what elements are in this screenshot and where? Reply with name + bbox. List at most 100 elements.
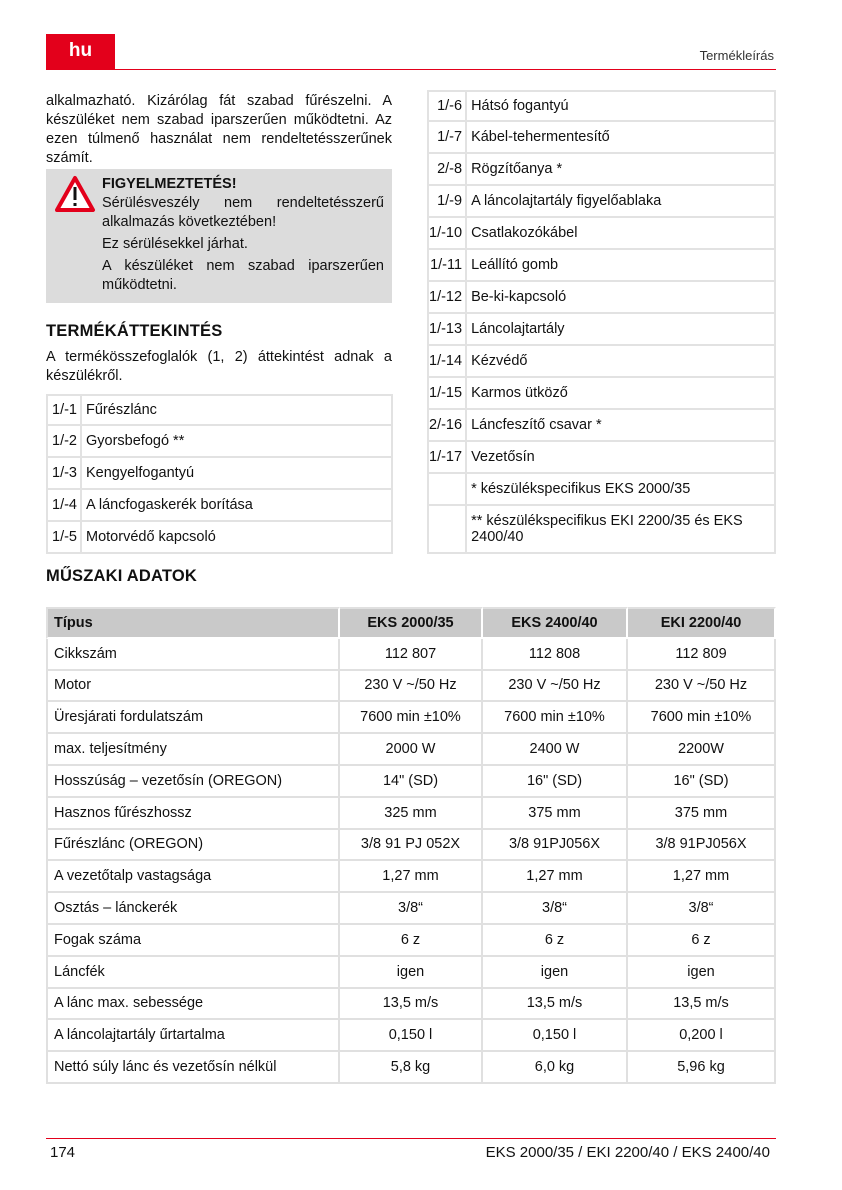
item-number: 1/-6 (427, 90, 468, 122)
item-number: 1/-5 (46, 522, 82, 554)
item-label: A láncfogaskerék borítása (82, 490, 393, 522)
spec-label: max. teljesítmény (46, 734, 340, 766)
spec-value: 6 z (483, 924, 628, 957)
spec-value: 375 mm (483, 797, 628, 830)
list-item: 2/-16 Láncfeszítő csavar * (427, 410, 776, 442)
specs-heading: MŰSZAKI ADATOK (46, 567, 197, 585)
spec-label: Fogak száma (46, 924, 340, 957)
list-item: 1/-13 Láncolajtartály (427, 314, 776, 346)
spec-value: 230 V ~/50 Hz (483, 670, 628, 703)
item-label: Kábel-tehermentesítő (467, 122, 776, 154)
spec-value: 375 mm (628, 797, 776, 830)
spec-value: 13,5 m/s (483, 988, 628, 1021)
item-label: Vezetősín (467, 442, 776, 474)
table-row: A láncolajtartály űrtartalma 0,150 l 0,150… (46, 1020, 776, 1053)
spec-value: 13,5 m/s (340, 988, 483, 1021)
list-item: 1/-15 Karmos ütköző (427, 378, 776, 410)
spec-value: 230 V ~/50 Hz (340, 670, 483, 703)
column-header: EKS 2000/35 (340, 607, 483, 639)
list-item: 1/-14 Kézvédő (427, 346, 776, 378)
spec-label: Hasznos fűrészhossz (46, 797, 340, 830)
list-item: 1/-17 Vezetősín (427, 442, 776, 474)
spec-label: A láncolajtartály űrtartalma (46, 1020, 340, 1053)
warning-box: FIGYELMEZTETÉS! Sérülésveszély nem rende… (46, 169, 392, 303)
list-item: 1/-7 Kábel-tehermentesítő (427, 122, 776, 154)
page-number: 174 (50, 1144, 76, 1161)
spec-value: 3/8“ (628, 893, 776, 925)
spec-value: 1,27 mm (483, 861, 628, 894)
item-number: 1/-17 (427, 442, 468, 474)
item-label: ** készülékspecifikus EKI 2200/35 és EKS… (467, 506, 776, 554)
item-label: Be-ki-kapcsoló (467, 282, 776, 314)
item-number: 1/-7 (427, 122, 468, 154)
spec-value: 112 807 (340, 638, 483, 671)
spec-value: 5,96 kg (628, 1052, 776, 1084)
column-header: EKS 2400/40 (483, 607, 628, 639)
item-label: Láncolajtartály (467, 314, 776, 346)
spec-value: 16" (SD) (628, 765, 776, 798)
item-label: Láncfeszítő csavar * (467, 410, 776, 442)
spec-value: 3/8 91PJ056X (483, 829, 628, 862)
item-number: 1/-4 (46, 490, 82, 522)
item-number: 1/-14 (427, 346, 468, 378)
list-item: 1/-3 Kengyelfogantyú (46, 458, 393, 490)
item-number: 1/-13 (427, 314, 468, 346)
list-item: 1/-6 Hátsó fogantyú (427, 90, 776, 122)
item-label: Karmos ütköző (467, 378, 776, 410)
overview-heading: TERMÉKÁTTEKINTÉS (46, 322, 223, 340)
spec-value: 112 809 (628, 638, 776, 671)
item-label: Kengyelfogantyú (82, 458, 393, 490)
item-label: A láncolajtartály figyelőablaka (467, 186, 776, 218)
spec-value: 3/8 91PJ056X (628, 829, 776, 862)
item-number: 1/-11 (427, 250, 468, 282)
language-badge: hu (46, 34, 115, 70)
list-item: 1/-12 Be-ki-kapcsoló (427, 282, 776, 314)
spec-value: igen (340, 956, 483, 989)
table-row: Fűrészlánc (OREGON) 3/8 91 PJ 052X 3/8 91P… (46, 829, 776, 862)
table-row: Hasznos fűrészhossz 325 mm 375 mm 375 mm (46, 797, 776, 830)
list-item: ** készülékspecifikus EKI 2200/35 és EKS… (427, 506, 776, 554)
spec-label: Üresjárati fordulatszám (46, 702, 340, 735)
spec-value: 16" (SD) (483, 765, 628, 798)
spec-value: 6 z (340, 924, 483, 957)
overview-text: A termékösszefoglalók (1, 2) áttekintést… (46, 349, 392, 384)
item-number: 1/-3 (46, 458, 82, 490)
spec-value: 14" (SD) (340, 765, 483, 798)
list-item: 1/-9 A láncolajtartály figyelőablaka (427, 186, 776, 218)
item-number: 1/-10 (427, 218, 468, 250)
spec-value: 3/8 91 PJ 052X (340, 829, 483, 862)
warning-line: A készüléket nem szabad iparszerűen műkö… (102, 258, 384, 293)
warning-title: FIGYELMEZTETÉS! (102, 176, 237, 192)
table-row: Nettó súly lánc és vezetősín nélkül 5,8 k… (46, 1052, 776, 1084)
intro-text: alkalmazható. Kizárólag fát szabad fűrés… (46, 93, 392, 166)
spec-label: Nettó súly lánc és vezetősín nélkül (46, 1052, 340, 1084)
item-label: Csatlakozókábel (467, 218, 776, 250)
item-number: 1/-1 (46, 394, 82, 426)
column-header: EKI 2200/40 (628, 607, 776, 639)
spec-value: 112 808 (483, 638, 628, 671)
table-row: Motor 230 V ~/50 Hz 230 V ~/50 Hz 230 V ~/5… (46, 670, 776, 703)
item-number: 2/-8 (427, 154, 468, 186)
list-item: 1/-10 Csatlakozókábel (427, 218, 776, 250)
section-title: Termékleírás (699, 48, 774, 63)
table-row: Cikkszám 112 807 112 808 112 809 (46, 638, 776, 671)
spec-value: igen (483, 956, 628, 989)
item-label: Fűrészlánc (82, 394, 393, 426)
spec-value: 7600 min ±10% (340, 702, 483, 735)
spec-value: 7600 min ±10% (628, 702, 776, 735)
spec-value: 325 mm (340, 797, 483, 830)
table-row: A vezetőtalp vastagsága 1,27 mm 1,27 mm 1,2… (46, 861, 776, 894)
item-number (427, 474, 468, 506)
list-item: 1/-4 A láncfogaskerék borítása (46, 490, 393, 522)
item-number: 1/-9 (427, 186, 468, 218)
item-label: Leállító gomb (467, 250, 776, 282)
parts-list-right: 1/-6 Hátsó fogantyú 1/-7 Kábel-tehermentesí… (427, 90, 776, 554)
spec-label: Fűrészlánc (OREGON) (46, 829, 340, 862)
spec-value: 3/8“ (340, 893, 483, 925)
table-row: A lánc max. sebessége 13,5 m/s 13,5 m/s 13,… (46, 988, 776, 1021)
warning-triangle-icon (55, 176, 95, 212)
item-label: Motorvédő kapcsoló (82, 522, 393, 554)
list-item: 1/-11 Leállító gomb (427, 250, 776, 282)
item-label: Gyorsbefogó ** (82, 426, 393, 458)
